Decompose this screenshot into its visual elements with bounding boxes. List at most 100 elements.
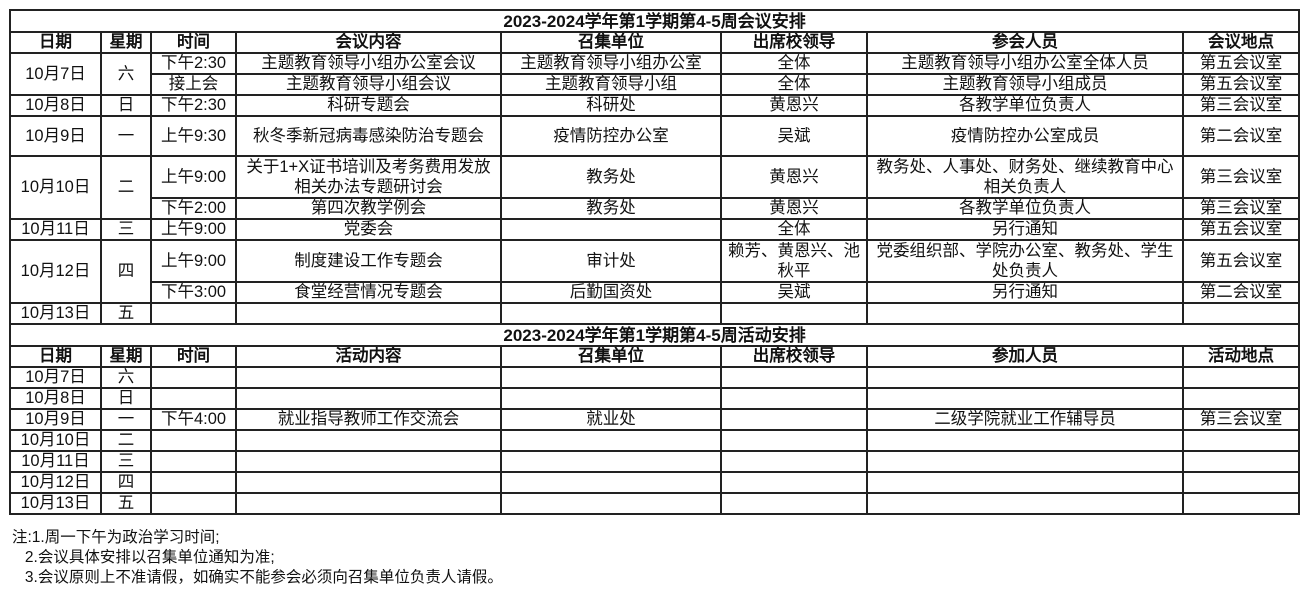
- weekday-cell: 二: [100, 155, 152, 220]
- weekday-cell: 五: [100, 302, 152, 325]
- convener-cell: 科研处: [500, 94, 722, 117]
- weekday-cell: 六: [100, 366, 152, 389]
- date-cell: 10月7日: [9, 366, 102, 389]
- table-row: 10月7日六下午2:30 主题教育领导小组办公室会议 主题教育领导小组办公室 全体 主题…: [9, 52, 1301, 96]
- leaders-cell: 全体: [720, 52, 868, 75]
- attendees-cell: [866, 366, 1184, 389]
- weekday-cell: 一: [100, 115, 152, 157]
- convener-cell: [500, 218, 722, 241]
- time-cell: 上午9:00: [150, 155, 237, 199]
- content-cell: 主题教育领导小组办公室会议: [235, 52, 502, 75]
- meetings-title-row: 2023-2024学年第1学期第4-5周会议安排: [8, 9, 1301, 33]
- date-cell: 10月12日: [9, 471, 102, 494]
- meetings-header-row: 日期 星期 时间 会议内容 召集单位 出席校领导 参会人员 会议地点: [9, 31, 1301, 54]
- leaders-cell: 赖芳、黄恩兴、池秋平: [720, 239, 868, 283]
- location-cell: 第五会议室: [1181, 73, 1301, 96]
- column-header: 日期: [9, 345, 102, 368]
- date-cell: 10月7日: [9, 52, 102, 96]
- convener-cell: 疫情防控办公室: [500, 115, 722, 157]
- content-cell: [235, 450, 502, 473]
- convener-cell: [500, 366, 722, 389]
- convener-cell: 主题教育领导小组: [500, 73, 722, 96]
- column-header: 星期: [100, 345, 152, 368]
- column-header: 日期: [9, 31, 102, 54]
- note-2: 2.会议具体安排以召集单位通知为准;: [12, 549, 275, 566]
- attendees-cell: 教务处、人事处、财务处、继续教育中心相关负责人: [866, 155, 1184, 199]
- leaders-cell: 吴斌: [720, 115, 868, 157]
- date-cell: 10月13日: [9, 302, 102, 325]
- table-row: 10月13日五: [9, 302, 1301, 325]
- content-cell: 第四次教学例会: [235, 197, 502, 220]
- leaders-cell: [720, 429, 868, 452]
- leaders-cell: [720, 387, 868, 410]
- content-cell: 制度建设工作专题会: [235, 239, 502, 283]
- attendees-cell: 主题教育领导小组成员: [866, 73, 1184, 96]
- leaders-cell: [720, 450, 868, 473]
- convener-cell: 主题教育领导小组办公室: [500, 52, 722, 75]
- table-row: 10月12日四上午9:00 制度建设工作专题会 审计处 赖芳、黄恩兴、池秋平 党委组织部…: [9, 239, 1301, 304]
- leaders-cell: [720, 471, 868, 494]
- table-row: 10月12日四: [9, 471, 1301, 494]
- date-cell: 10月8日: [9, 387, 102, 410]
- column-header: 星期: [100, 31, 152, 54]
- date-cell: 10月11日: [9, 450, 102, 473]
- location-cell: 第五会议室: [1181, 52, 1301, 75]
- schedule-table: 2023-2024学年第1学期第4-5周会议安排 日期 星期 时间 会议内容 召集单位 出席…: [8, 9, 1301, 515]
- leaders-cell: 全体: [720, 218, 868, 241]
- convener-cell: 教务处: [500, 155, 722, 199]
- leaders-cell: [720, 408, 868, 431]
- time-cell: 下午2:30: [150, 52, 237, 75]
- time-cell: [150, 471, 237, 494]
- location-cell: [1181, 387, 1301, 410]
- weekday-cell: 日: [100, 94, 152, 117]
- date-cell: 10月8日: [9, 94, 102, 117]
- content-cell: [235, 366, 502, 389]
- note-1: 注:1.周一下午为政治学习时间;: [12, 529, 220, 546]
- attendees-cell: 二级学院就业工作辅导员: [866, 408, 1184, 431]
- time-cell: 下午2:00: [150, 197, 237, 220]
- attendees-cell: [866, 387, 1184, 410]
- time-cell: [150, 387, 237, 410]
- convener-cell: 审计处: [500, 239, 722, 283]
- location-cell: 第五会议室: [1181, 239, 1301, 283]
- content-cell: [235, 492, 502, 515]
- weekday-cell: 一: [100, 408, 152, 431]
- attendees-cell: 党委组织部、学院办公室、教务处、学生处负责人: [866, 239, 1184, 283]
- weekday-cell: 六: [100, 52, 152, 96]
- location-cell: 第三会议室: [1181, 197, 1301, 220]
- convener-cell: 教务处: [500, 197, 722, 220]
- column-header: 出席校领导: [720, 31, 868, 54]
- leaders-cell: [720, 492, 868, 515]
- column-header: 会议地点: [1181, 31, 1301, 54]
- time-cell: [150, 302, 237, 325]
- column-header: 活动地点: [1181, 345, 1301, 368]
- date-cell: 10月10日: [9, 155, 102, 220]
- location-cell: 第三会议室: [1181, 408, 1301, 431]
- column-header: 会议内容: [235, 31, 502, 54]
- table-row: 10月11日三上午9:00 党委会 全体 另行通知 第五会议室: [9, 218, 1301, 241]
- convener-cell: [500, 492, 722, 515]
- notes: 注:1.周一下午为政治学习时间; 2.会议具体安排以召集单位通知为准; 3.会议…: [12, 528, 503, 588]
- column-header: 时间: [150, 31, 237, 54]
- table-row: 10月9日一下午4:00 就业指导教师工作交流会 就业处 二级学院就业工作辅导员 第三会…: [9, 408, 1301, 431]
- time-cell: [150, 492, 237, 515]
- attendees-cell: [866, 302, 1184, 325]
- table-row: 10月11日三: [9, 450, 1301, 473]
- content-cell: [235, 387, 502, 410]
- attendees-cell: 另行通知: [866, 281, 1184, 304]
- convener-cell: 就业处: [500, 408, 722, 431]
- column-header: 参会人员: [866, 31, 1184, 54]
- weekday-cell: 五: [100, 492, 152, 515]
- date-cell: 10月9日: [9, 408, 102, 431]
- leaders-cell: [720, 366, 868, 389]
- location-cell: 第二会议室: [1181, 115, 1301, 157]
- time-cell: 下午4:00: [150, 408, 237, 431]
- content-cell: [235, 302, 502, 325]
- time-cell: 下午3:00: [150, 281, 237, 304]
- activities-title: 2023-2024学年第1学期第4-5周活动安排: [8, 323, 1301, 347]
- attendees-cell: [866, 492, 1184, 515]
- attendees-cell: [866, 429, 1184, 452]
- table-row: 10月7日六: [9, 366, 1301, 389]
- convener-cell: [500, 429, 722, 452]
- table-row: 10月13日五: [9, 492, 1301, 515]
